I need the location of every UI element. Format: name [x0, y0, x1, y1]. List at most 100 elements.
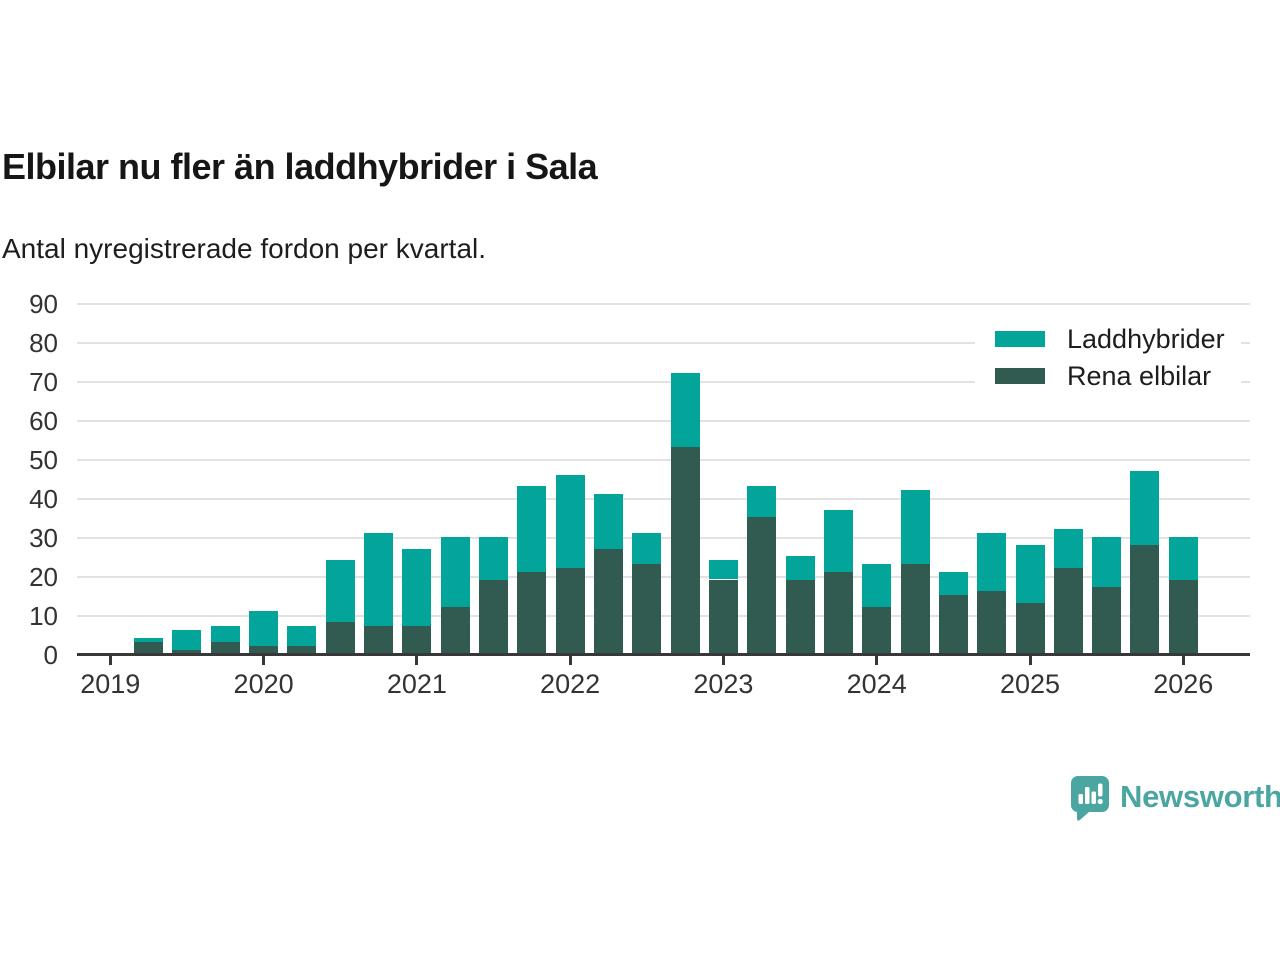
bar-2022-Q4-laddhybrider: [670, 373, 700, 448]
x-axis-tick-label: 2025: [999, 669, 1061, 699]
bar-2020-Q2-rena_elbilar: [287, 645, 317, 654]
bar-2025-Q2-laddhybrider: [1053, 529, 1083, 568]
y-axis-tick-label: 0: [43, 639, 58, 670]
x-axis-tick: [721, 656, 725, 665]
legend-item-laddhybrider: Laddhybrider: [975, 325, 1225, 353]
bar-2023-Q3-rena_elbilar: [785, 579, 815, 654]
chart-subtitle: Antal nyregistrerade fordon per kvartal.: [2, 233, 487, 264]
bar-2020-Q3-laddhybrider: [325, 560, 355, 623]
bar-2021-Q3-rena_elbilar: [479, 579, 508, 654]
bar-2025-Q2-rena_elbilar: [1053, 567, 1083, 654]
x-axis-tick: [1028, 656, 1032, 665]
x-axis-tick: [568, 656, 572, 665]
x-axis-tick: [415, 656, 419, 665]
bar-2019-Q2-laddhybrider: [134, 637, 164, 642]
bar-2023-Q3-laddhybrider: [785, 556, 815, 580]
gridline-y-50: [77, 459, 1250, 461]
x-axis-tick-label: 2026: [1153, 669, 1214, 699]
x-axis-tick-label: 2020: [233, 669, 294, 699]
bar-2020-Q4-laddhybrider: [364, 532, 393, 627]
bar-2024-Q4-laddhybrider: [977, 532, 1007, 592]
bar-2022-Q3-laddhybrider: [632, 532, 662, 564]
x-axis-tick-label: 2024: [846, 669, 907, 699]
bar-2020-Q1-rena_elbilar: [249, 645, 279, 654]
gridline-y-90: [77, 303, 1250, 306]
bar-2019-Q4-rena_elbilar: [210, 641, 240, 654]
legend-swatch-laddhybrider: [995, 331, 1045, 347]
gridline-y-10: [77, 614, 1250, 617]
bar-2019-Q3-laddhybrider: [172, 630, 202, 650]
bar-2021-Q2-rena_elbilar: [440, 606, 470, 654]
y-axis-tick-label: 30: [29, 522, 58, 553]
bar-2026-Q1-rena_elbilar: [1168, 579, 1198, 654]
bar-2022-Q2-rena_elbilar: [594, 548, 623, 654]
bar-2025-Q3-laddhybrider: [1092, 536, 1122, 588]
x-axis-tick: [1181, 656, 1185, 665]
bar-2020-Q3-rena_elbilar: [325, 622, 355, 654]
chart-title: Elbilar nu fler än laddhybrider i Sala: [2, 146, 598, 187]
y-axis-tick-label: 50: [29, 445, 58, 475]
bar-2022-Q4-rena_elbilar: [670, 447, 700, 654]
newsworthy-logo-icon: [1070, 776, 1109, 821]
bar-2026-Q1-laddhybrider: [1168, 536, 1198, 580]
bar-2020-Q1-laddhybrider: [249, 610, 279, 646]
bar-2022-Q1-rena_elbilar: [555, 567, 585, 654]
bar-2022-Q2-laddhybrider: [594, 494, 623, 549]
bar-2021-Q2-laddhybrider: [440, 536, 470, 607]
y-axis-tick-label: 20: [29, 561, 58, 592]
bar-2024-Q3-rena_elbilar: [938, 595, 968, 654]
bar-2021-Q1-laddhybrider: [402, 548, 432, 627]
y-axis-tick-label: 40: [29, 483, 58, 514]
bar-2023-Q2-laddhybrider: [747, 486, 777, 518]
gridline-y-30: [77, 536, 1250, 539]
bar-2019-Q3-rena_elbilar: [172, 649, 202, 654]
bar-2021-Q4-rena_elbilar: [517, 571, 547, 654]
y-axis-tick-label: 90: [29, 289, 58, 320]
y-axis-tick-label: 10: [29, 600, 58, 631]
bar-2020-Q4-rena_elbilar: [364, 626, 393, 654]
bar-2022-Q3-rena_elbilar: [632, 564, 662, 654]
bar-2024-Q2-rena_elbilar: [900, 564, 930, 654]
bar-2023-Q1-rena_elbilar: [708, 579, 738, 654]
bar-2020-Q2-laddhybrider: [287, 626, 317, 646]
x-axis-tick: [875, 656, 879, 665]
bar-2025-Q1-rena_elbilar: [1015, 602, 1045, 654]
bar-2024-Q1-rena_elbilar: [862, 606, 892, 654]
bar-2024-Q3-laddhybrider: [938, 571, 968, 596]
y-axis-tick-label: 70: [29, 367, 58, 398]
y-axis-tick-label: 80: [29, 328, 58, 359]
bar-2024-Q4-rena_elbilar: [977, 591, 1007, 654]
bar-2025-Q4-rena_elbilar: [1130, 544, 1160, 654]
x-axis-line: [77, 653, 1250, 656]
bar-2023-Q2-rena_elbilar: [747, 517, 777, 654]
legend-item-rena-elbilar: Rena elbilar: [975, 362, 1211, 390]
x-axis-tick-label: 2023: [693, 669, 754, 699]
gridline-y-80: [77, 342, 1250, 345]
bar-2023-Q4-laddhybrider: [823, 509, 853, 572]
gridline-y-40: [77, 497, 1250, 500]
bar-2023-Q4-rena_elbilar: [823, 571, 853, 654]
legend-label: Laddhybrider: [1067, 324, 1225, 354]
bar-2025-Q4-laddhybrider: [1130, 470, 1160, 545]
chart-legend: Laddhybrider Rena elbilar: [975, 318, 1241, 404]
bar-2023-Q1-laddhybrider: [708, 560, 738, 580]
gridline-y-60: [77, 420, 1250, 423]
newsworthy-wordmark: Newsworthy: [1120, 779, 1280, 814]
bar-2025-Q3-rena_elbilar: [1092, 587, 1122, 654]
bar-2019-Q4-laddhybrider: [210, 626, 240, 642]
bar-2019-Q2-rena_elbilar: [134, 641, 164, 654]
x-axis-tick: [262, 656, 266, 665]
bar-2021-Q1-rena_elbilar: [402, 626, 432, 654]
x-axis-tick: [108, 656, 112, 665]
x-axis-tick-label: 2022: [540, 669, 601, 699]
bar-2021-Q3-laddhybrider: [479, 536, 508, 580]
newsworthy-branding: Newsworthy: [1070, 775, 1280, 823]
x-axis-tick-label: 2021: [386, 669, 447, 699]
bar-2025-Q1-laddhybrider: [1015, 544, 1045, 603]
y-axis-tick-label: 60: [29, 406, 58, 437]
bar-2021-Q4-laddhybrider: [517, 486, 547, 572]
legend-label: Rena elbilar: [1067, 361, 1212, 391]
bar-2022-Q1-laddhybrider: [555, 474, 585, 568]
